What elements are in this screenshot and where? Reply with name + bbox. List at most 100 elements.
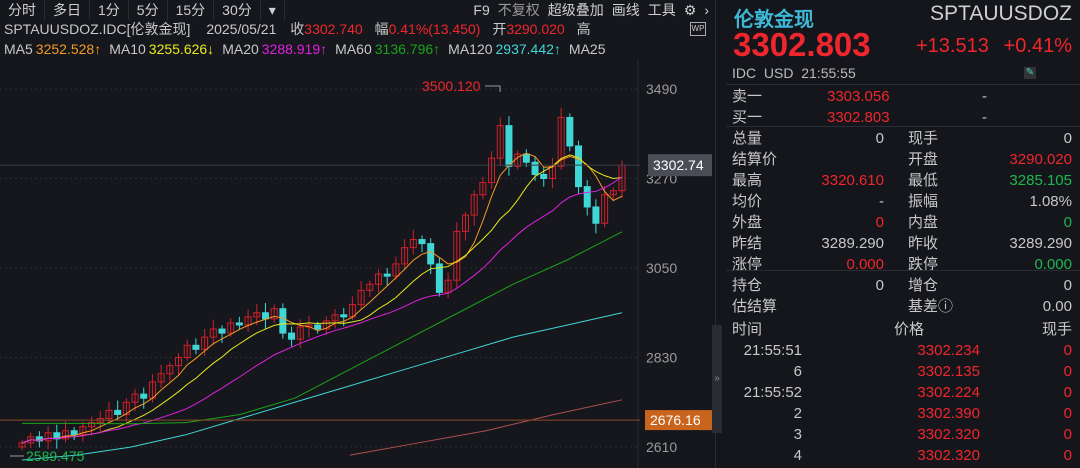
candle-body <box>461 214 469 232</box>
candle-body <box>157 373 165 383</box>
period-dropdown[interactable]: ▾ <box>261 0 285 20</box>
trade-row: 21:55:52 3302.224 0 <box>732 382 1072 403</box>
stat-label: 最低 <box>908 172 939 189</box>
ma-value: 3252.528↑ <box>35 41 102 57</box>
candle-body <box>61 430 69 440</box>
trade-price: 3302.320 <box>917 447 980 464</box>
candle-body <box>270 308 278 320</box>
candle-body <box>453 230 461 281</box>
candle-body <box>131 393 139 403</box>
trade-time: 3 <box>793 426 802 443</box>
book-volume: - <box>982 88 987 105</box>
f9-button[interactable]: F9 <box>473 2 490 18</box>
book-label: 买一 <box>732 109 763 126</box>
candle-body <box>505 125 513 167</box>
ma60-line <box>22 231 623 425</box>
stat-label: 结算价 <box>732 151 778 168</box>
overlay-button[interactable]: 超级叠加 <box>547 2 604 18</box>
candle-body <box>470 194 478 216</box>
trade-row: 4 3302.320 0 <box>732 445 1072 466</box>
trade-volume: 0 <box>1063 342 1072 359</box>
last-price-tag-bg <box>648 154 712 177</box>
trades-header: 时间 价格 现手 <box>732 319 1072 340</box>
candle-body <box>427 243 435 265</box>
candle-body <box>70 430 78 436</box>
date-label: 2025/05/21 <box>206 21 277 37</box>
edit-icon[interactable]: ✎ <box>1024 67 1036 79</box>
candle-body <box>140 393 148 399</box>
tab-30min[interactable]: 30分 <box>214 0 261 20</box>
instrument-code: SPTAUUSDOZ <box>930 2 1072 25</box>
adjust-button[interactable]: 不复权 <box>497 2 540 18</box>
stat-label: 开盘 <box>908 151 939 168</box>
trade-volume: 0 <box>1063 384 1072 401</box>
tab-intraday[interactable]: 分时 <box>0 0 45 20</box>
candle-body <box>183 344 191 358</box>
candle-body <box>488 157 496 184</box>
stat-label: 增仓 <box>908 277 939 294</box>
ma-row: MA5 3252.528↑ MA10 3255.626↓ MA20 3288.919↑ MA… <box>0 40 712 59</box>
candle-body <box>435 263 443 293</box>
tab-15min[interactable]: 15分 <box>168 0 215 20</box>
ma-label: MA10 <box>109 41 146 57</box>
stat-row: 外盘 0 内盘 0 <box>732 212 1072 233</box>
candle-body <box>79 426 87 436</box>
wp-icon[interactable]: WP <box>690 22 706 36</box>
price-change: +13.513 <box>916 35 989 57</box>
candle-body <box>175 357 183 367</box>
ma-label: MA25 <box>568 41 606 57</box>
candle-body <box>35 436 43 442</box>
trade-row: 2 3302.390 0 <box>732 403 1072 424</box>
ma10-line <box>21 154 623 444</box>
y-tick-label: 2830 <box>646 350 677 366</box>
trade-price: 3302.224 <box>917 384 980 401</box>
gear-icon[interactable]: ⚙ <box>683 2 697 18</box>
stat-value: 0.000 <box>846 256 884 273</box>
candle-body <box>218 328 226 334</box>
ma-value: 3255.626↓ <box>148 41 215 57</box>
stat-row: 结算价 开盘 3290.020 <box>732 149 1072 170</box>
stat-row: 持仓 0 增仓 0 <box>732 275 1072 296</box>
stat-label: 基差ⓘ <box>908 298 954 315</box>
trade-row: 21:55:51 3302.234 0 <box>732 340 1072 361</box>
candle-body <box>227 322 235 334</box>
book-price: 3302.803 <box>827 109 890 126</box>
trade-price: 3302.234 <box>917 342 980 359</box>
stat-label: 最高 <box>732 172 763 189</box>
tools-button[interactable]: 工具 <box>647 2 676 18</box>
trade-volume: 0 <box>1063 426 1072 443</box>
tab-5min[interactable]: 5分 <box>129 0 168 20</box>
order-book-row: 卖一 3303.056 - <box>732 86 1072 107</box>
candle-body <box>253 312 261 318</box>
line-tag: 2676.16 <box>650 412 701 428</box>
stat-value: 3290.020 <box>1009 151 1072 168</box>
trade-row: 3 3302.320 0 <box>732 424 1072 445</box>
collapse-handle[interactable]: » <box>712 325 722 433</box>
ma-value: 3136.796↑ <box>374 41 441 57</box>
candle-body <box>331 314 339 322</box>
y-tick-label: 3050 <box>646 260 677 276</box>
stat-value: 0.000 <box>1034 256 1072 273</box>
candle-body <box>166 365 174 375</box>
quote-info-row: SPTAUUSDOZ.IDC[伦敦金现] 2025/05/21 收3302.74… <box>0 20 712 39</box>
candle-body <box>601 194 609 224</box>
kline-chart[interactable]: 349032703050283026102676.163302.743500.1… <box>0 60 712 468</box>
candle-body <box>357 289 365 306</box>
stat-value: 3285.105 <box>1009 172 1072 189</box>
stat-value: 0 <box>875 130 884 147</box>
draw-button[interactable]: 画线 <box>611 2 640 18</box>
stat-label: 外盘 <box>732 214 763 231</box>
candle-body <box>392 263 400 277</box>
candle-body <box>296 326 304 340</box>
candle-body <box>44 432 52 442</box>
ma-value: 3288.919↑ <box>261 41 328 57</box>
stat-value: 0 <box>1063 277 1072 294</box>
tab-1min[interactable]: 1分 <box>90 0 129 20</box>
chevron-right-icon[interactable]: › <box>704 2 709 18</box>
candle-body <box>444 279 452 293</box>
candle-body <box>496 125 504 159</box>
trade-volume: 0 <box>1063 363 1072 380</box>
tab-multi-day[interactable]: 多日 <box>45 0 90 20</box>
trade-row: 6 3302.135 0 <box>732 361 1072 382</box>
trade-price: 3302.320 <box>917 426 980 443</box>
